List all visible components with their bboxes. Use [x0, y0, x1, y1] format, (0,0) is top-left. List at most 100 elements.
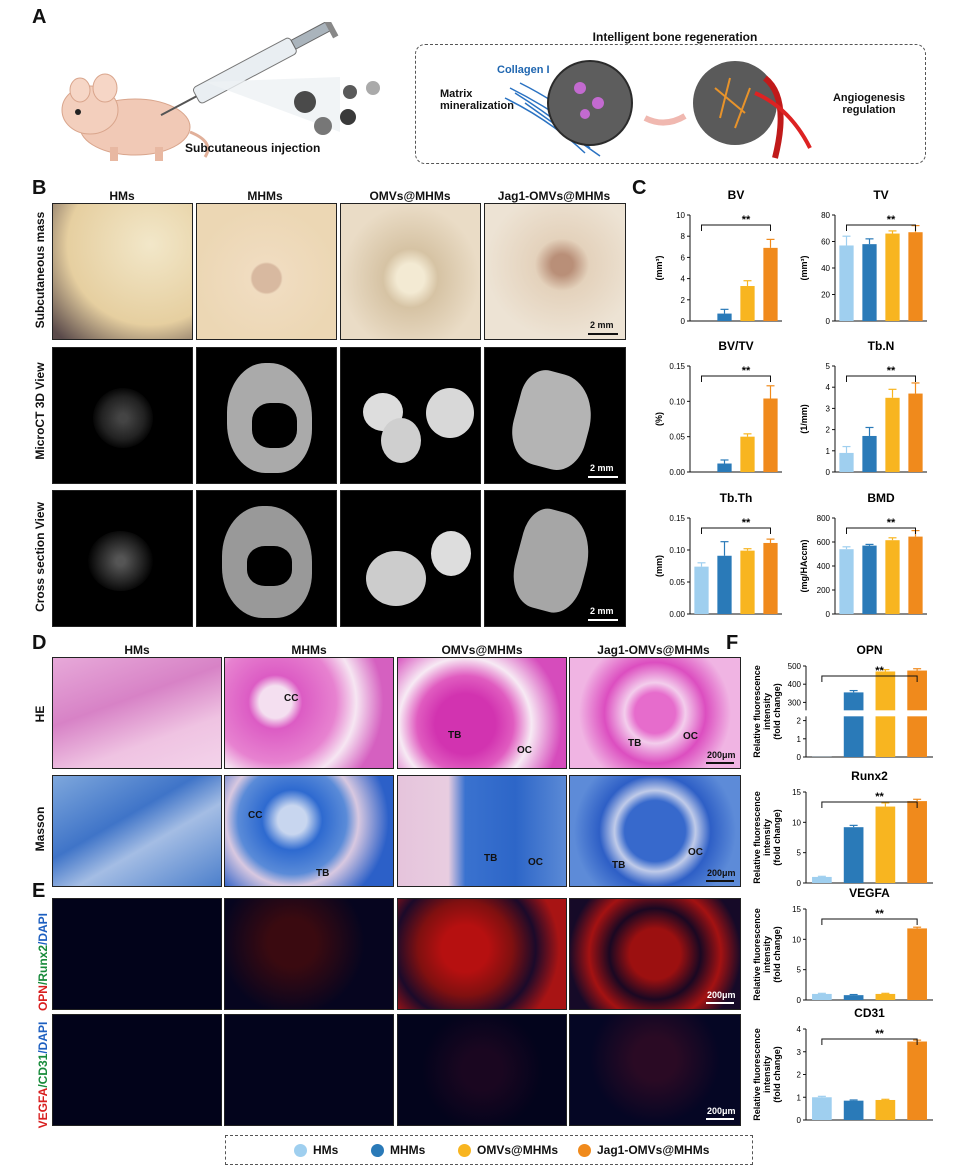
bar-TbN-0: [839, 452, 854, 472]
legend-dot-mhms: [371, 1143, 384, 1157]
y-tick-label: 2: [797, 717, 802, 726]
y-tick-label: 0.00: [669, 468, 685, 477]
masson-mhms: [224, 775, 394, 887]
d-header-hms: HMs: [124, 643, 150, 657]
chart-vegfa: VEGFA Relative fluorescenceintensity(fold…: [752, 886, 933, 1005]
legend-dot-hms: [294, 1143, 307, 1157]
sig-label: **: [875, 908, 884, 920]
bar-TbTh-3: [763, 542, 778, 614]
y-axis-label: (1/mm): [799, 404, 809, 434]
schematic-box: [415, 44, 926, 164]
y-tick-label: 600: [817, 538, 831, 547]
bar-BMD-2: [885, 540, 900, 614]
legend-item-hms: HMs: [294, 1143, 338, 1157]
sig-label: **: [742, 214, 751, 226]
y-tick-label: 0.00: [669, 610, 685, 619]
chart-title: Runx2: [851, 769, 888, 783]
d-header-mhms: MHMs: [291, 643, 327, 657]
y-tick-label: 5: [797, 849, 802, 858]
cross-mhms: [196, 490, 337, 627]
bar-BMD-0: [839, 549, 854, 614]
injection-label: Subcutaneous injection: [185, 141, 320, 155]
masson-omvs: [397, 775, 567, 887]
sig-label: **: [887, 365, 896, 377]
y-axis-label-line: intensity: [762, 819, 772, 856]
chart-title: Tb.N: [868, 339, 895, 353]
panel-letter-d: D: [32, 632, 47, 654]
legend-dot-jag1: [578, 1143, 591, 1157]
chart-bvtv: BV/TV (%) 0.00 0.05 0.10 0.15 **: [654, 339, 782, 477]
b-header-jag1: Jag1-OMVs@MHMs: [497, 189, 611, 203]
chart-cd31: CD31 Relative fluorescenceintensity(fold …: [752, 1006, 933, 1125]
sig-label: **: [742, 365, 751, 377]
legend-item-jag1: Jag1-OMVs@MHMs: [578, 1143, 709, 1157]
e-scale-label-1: 200μm: [707, 990, 736, 1000]
marker-cc-masson: CC: [248, 810, 263, 821]
legend-item-mhms: MHMs: [371, 1143, 425, 1157]
y-tick-label: 0.10: [669, 397, 685, 406]
marker-oc-masson-omvs: OC: [528, 857, 543, 868]
y-tick-label: 0.05: [669, 433, 685, 442]
y-axis-label: (mm³): [654, 256, 664, 281]
masson-hms: [52, 775, 222, 887]
he-mhms: [224, 657, 394, 769]
marker-cc-he: CC: [284, 693, 299, 704]
y-tick-label: 80: [821, 211, 830, 220]
panel-letter-b: B: [32, 177, 47, 199]
y-axis-label: Relative fluorescenceintensity(fold chan…: [752, 908, 782, 1001]
y-tick-label: 0.15: [669, 362, 685, 371]
y-tick-label: 0: [797, 879, 802, 888]
chart-opn: OPN Relative fluorescenceintensity(fold c…: [752, 643, 933, 762]
y-tick-label: 0: [797, 996, 802, 1005]
y-tick-label: 1: [826, 447, 831, 456]
y-tick-label: 2: [797, 1071, 802, 1080]
panel-letter-c: C: [632, 177, 647, 199]
he-omvs: [397, 657, 567, 769]
photo-mass-jag1: [484, 203, 626, 340]
microct-omvs: [340, 347, 481, 484]
bar-TbTh-1: [717, 555, 732, 614]
b-scale-bar-1: [588, 333, 618, 335]
sig-bracket: [821, 675, 918, 682]
chart-title: TV: [873, 188, 888, 202]
d-scale-bar-masson: [706, 880, 734, 882]
y-tick-label: 20: [821, 291, 830, 300]
if-opn-omvs: [397, 898, 567, 1010]
sig-bracket: [701, 527, 771, 534]
y-tick-label: 10: [792, 818, 801, 827]
regeneration-illustration: [504, 60, 812, 159]
b-scale-label-1: 2 mm: [590, 320, 614, 330]
b-header-omvs: OMVs@MHMs: [369, 189, 451, 203]
y-tick-label: 0.05: [669, 578, 685, 587]
sig-label: **: [875, 1028, 884, 1040]
if-opn-mhms: [224, 898, 394, 1010]
y-tick-label: 0: [797, 753, 802, 762]
bar-CD31-0: [812, 1097, 832, 1120]
chart-title: VEGFA: [849, 886, 890, 900]
y-axis-label-line: intensity: [762, 936, 772, 973]
chart-title: BV: [728, 188, 745, 202]
bar-BMD-1: [862, 545, 877, 614]
marker-tb-he-jag1: TB: [628, 738, 642, 749]
marker-tb-masson-omvs: TB: [484, 853, 498, 864]
injection-illustration: Subcutaneous injection: [61, 22, 380, 161]
y-axis-label: Relative fluorescenceintensity(fold chan…: [752, 1028, 782, 1121]
sig-bracket: [821, 918, 918, 925]
d-scale-label-he: 200μm: [707, 750, 736, 760]
bar-BVTV-1: [717, 463, 732, 472]
b-scale-bar-3: [588, 619, 618, 621]
bar-TbN-2: [885, 397, 900, 472]
sig-bracket: [821, 1038, 918, 1045]
y-axis-label-line: Relative fluorescence: [752, 908, 762, 1001]
bar-VEGFA-1: [843, 995, 864, 1000]
y-tick-label: 8: [681, 232, 686, 241]
y-tick-label: 0: [826, 610, 831, 619]
b-scale-bar-2: [588, 476, 618, 478]
if-vegfa-omvs: [397, 1014, 567, 1126]
y-tick-label: 400: [817, 562, 831, 571]
legend: HMs MHMs OMVs@MHMs Jag1-OMVs@MHMs: [225, 1135, 753, 1165]
bar-BMD-3: [908, 536, 923, 614]
y-tick-label: 800: [817, 514, 831, 523]
y-tick-label: 10: [792, 935, 801, 944]
y-tick-label: 3: [826, 404, 831, 413]
